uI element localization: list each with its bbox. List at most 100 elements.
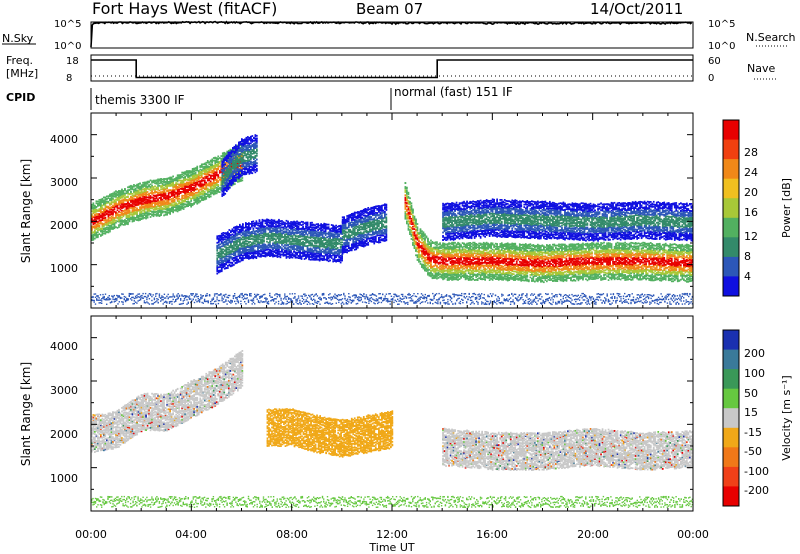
data-cell (246, 237, 249, 240)
data-cell (190, 170, 192, 173)
data-cell (104, 221, 107, 223)
data-cell (115, 216, 117, 219)
data-cell (109, 217, 111, 219)
data-cell (266, 238, 268, 240)
data-cell (251, 152, 254, 155)
data-cell (160, 201, 162, 204)
data-cell (167, 182, 170, 185)
data-cell (220, 238, 223, 241)
data-cell (285, 219, 288, 222)
data-cell (113, 204, 116, 207)
data-cell (193, 179, 195, 181)
data-cell (284, 241, 286, 243)
data-cell (211, 161, 214, 164)
data-cell (323, 257, 325, 259)
data-cell (245, 255, 247, 258)
data-cell (194, 183, 197, 186)
data-cell (100, 211, 102, 214)
data-cell (182, 187, 185, 190)
data-cell (184, 183, 186, 185)
data-cell (212, 168, 215, 171)
data-cell (149, 192, 152, 194)
data-cell (221, 161, 224, 164)
data-cell (175, 191, 177, 194)
data-cell (221, 168, 224, 171)
data-cell (221, 164, 224, 167)
data-cell (248, 142, 251, 145)
data-cell (130, 198, 132, 201)
data-cell (119, 190, 122, 192)
data-cell (240, 248, 243, 250)
data-cell (287, 221, 289, 224)
data-cell (134, 209, 137, 211)
data-cell (249, 241, 252, 243)
data-cell (305, 227, 307, 230)
data-cell (312, 237, 315, 240)
data-cell (240, 237, 243, 240)
data-cell (230, 158, 233, 161)
data-cell (130, 201, 132, 203)
data-cell (157, 180, 159, 183)
data-cell (115, 214, 117, 216)
data-cell (184, 195, 186, 198)
data-cell (169, 185, 171, 187)
data-cell (246, 242, 249, 245)
data-cell (323, 242, 325, 245)
data-cell (110, 217, 113, 220)
data-cell (237, 259, 240, 262)
data-cell (302, 231, 304, 233)
data-cell (164, 194, 167, 197)
data-cell (296, 247, 298, 250)
data-cell (260, 234, 262, 237)
data-cell (110, 208, 113, 211)
data-cell (228, 245, 231, 248)
data-cell (146, 209, 149, 212)
data-cell (245, 249, 247, 252)
data-cell (261, 232, 264, 234)
data-cell (199, 165, 202, 167)
data-cell (166, 177, 168, 180)
freq-tick-top: 18 (66, 56, 79, 67)
data-cell (151, 202, 153, 205)
data-cell (139, 215, 141, 218)
data-cell (254, 249, 256, 252)
data-cell (294, 251, 297, 254)
data-cell (94, 213, 96, 216)
data-cell (182, 206, 185, 209)
data-cell (240, 254, 243, 257)
data-cell (232, 162, 234, 165)
data-cell (309, 231, 312, 234)
data-cell (233, 259, 235, 262)
data-cell (166, 209, 168, 212)
data-cell (223, 267, 226, 270)
data-cell (116, 213, 119, 216)
data-cell (257, 249, 259, 252)
data-cell (191, 194, 194, 197)
data-cell (107, 210, 110, 213)
data-cell (230, 255, 232, 258)
data-cell (160, 185, 162, 187)
data-cell (242, 245, 244, 247)
data-cell (216, 262, 219, 265)
data-cell (137, 192, 140, 195)
data-cell (320, 241, 322, 244)
data-cell (290, 231, 292, 234)
data-cell (133, 188, 135, 191)
data-cell (282, 254, 285, 257)
data-cell (256, 148, 258, 151)
data-cell (318, 231, 321, 234)
data-cell (236, 249, 238, 251)
data-cell (98, 202, 101, 205)
data-cell (255, 222, 258, 224)
data-cell (173, 188, 176, 191)
data-cell (179, 187, 182, 190)
data-cell (261, 234, 264, 237)
data-cell (100, 204, 102, 207)
data-cell (104, 202, 107, 204)
data-cell (203, 183, 206, 186)
data-cell (251, 242, 253, 244)
data-cell (245, 253, 247, 256)
data-cell (203, 169, 206, 171)
data-cell (263, 250, 265, 253)
data-cell (181, 182, 183, 184)
